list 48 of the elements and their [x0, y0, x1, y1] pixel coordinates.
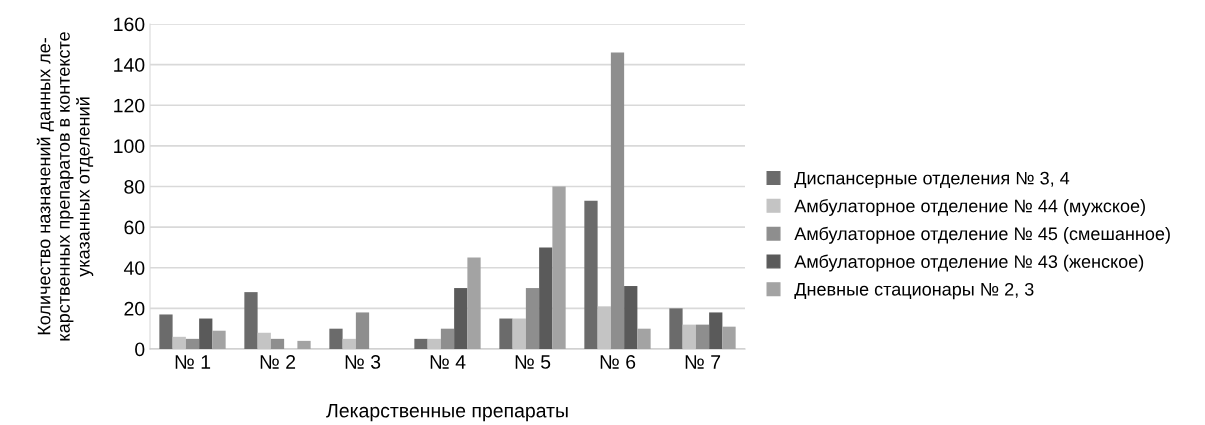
x-tick-label: № 1	[175, 355, 211, 369]
bar	[297, 340, 311, 349]
bar	[539, 247, 553, 349]
legend-label: Дневные стационары № 2, 3	[794, 282, 1034, 300]
bar	[454, 288, 468, 349]
y-tick-label: 40	[123, 261, 145, 275]
bar	[709, 312, 723, 349]
legend-label: Амбулаторное отделение № 44 (мужское)	[794, 198, 1145, 216]
y-tick-label: 100	[114, 139, 145, 154]
legend-label: Амбулаторное отделение № 45 (смешанное)	[794, 226, 1170, 244]
bar	[525, 288, 540, 349]
x-tick-label: № 5	[515, 355, 551, 369]
legend-label: Диспансерные отделения № 3, 4	[794, 171, 1070, 189]
y-tick-label: 20	[124, 301, 145, 316]
bar	[552, 186, 566, 349]
bar	[440, 328, 455, 349]
x-tick-label: № 4	[430, 355, 466, 369]
x-axis-title: Лекарственные препараты	[326, 403, 568, 422]
x-tick-label: № 7	[685, 355, 721, 369]
bar	[722, 326, 736, 349]
bar	[212, 330, 226, 349]
bar	[637, 328, 651, 349]
y-tick-label: 80	[124, 179, 145, 194]
bar	[270, 338, 285, 349]
bar	[695, 324, 710, 349]
y-tick-label: 140	[114, 58, 145, 72]
bar	[414, 338, 428, 349]
legend-label: Амбулаторное отделение № 43 (женское)	[794, 254, 1144, 272]
bar	[199, 318, 213, 349]
bar	[185, 338, 200, 349]
y-axis-title: Количество назначений данных ле- карственных препаратов в контексте указанных отделений	[36, 32, 94, 341]
bar	[624, 286, 638, 349]
bar	[329, 328, 343, 349]
x-tick-label: № 6	[600, 355, 636, 369]
bar	[467, 257, 481, 349]
y-tick-label: 160	[114, 17, 145, 32]
x-tick-label: № 2	[260, 355, 296, 369]
x-tick-label: № 3	[345, 355, 381, 369]
bar	[669, 308, 683, 349]
bar	[499, 318, 513, 349]
bar	[610, 52, 625, 349]
bar	[159, 314, 173, 349]
y-tick-label: 60	[124, 220, 145, 235]
y-tick-label: 120	[114, 98, 145, 113]
bar	[584, 200, 598, 349]
y-tick-label: 0	[135, 342, 145, 357]
bar	[355, 312, 370, 349]
bar	[244, 292, 258, 349]
